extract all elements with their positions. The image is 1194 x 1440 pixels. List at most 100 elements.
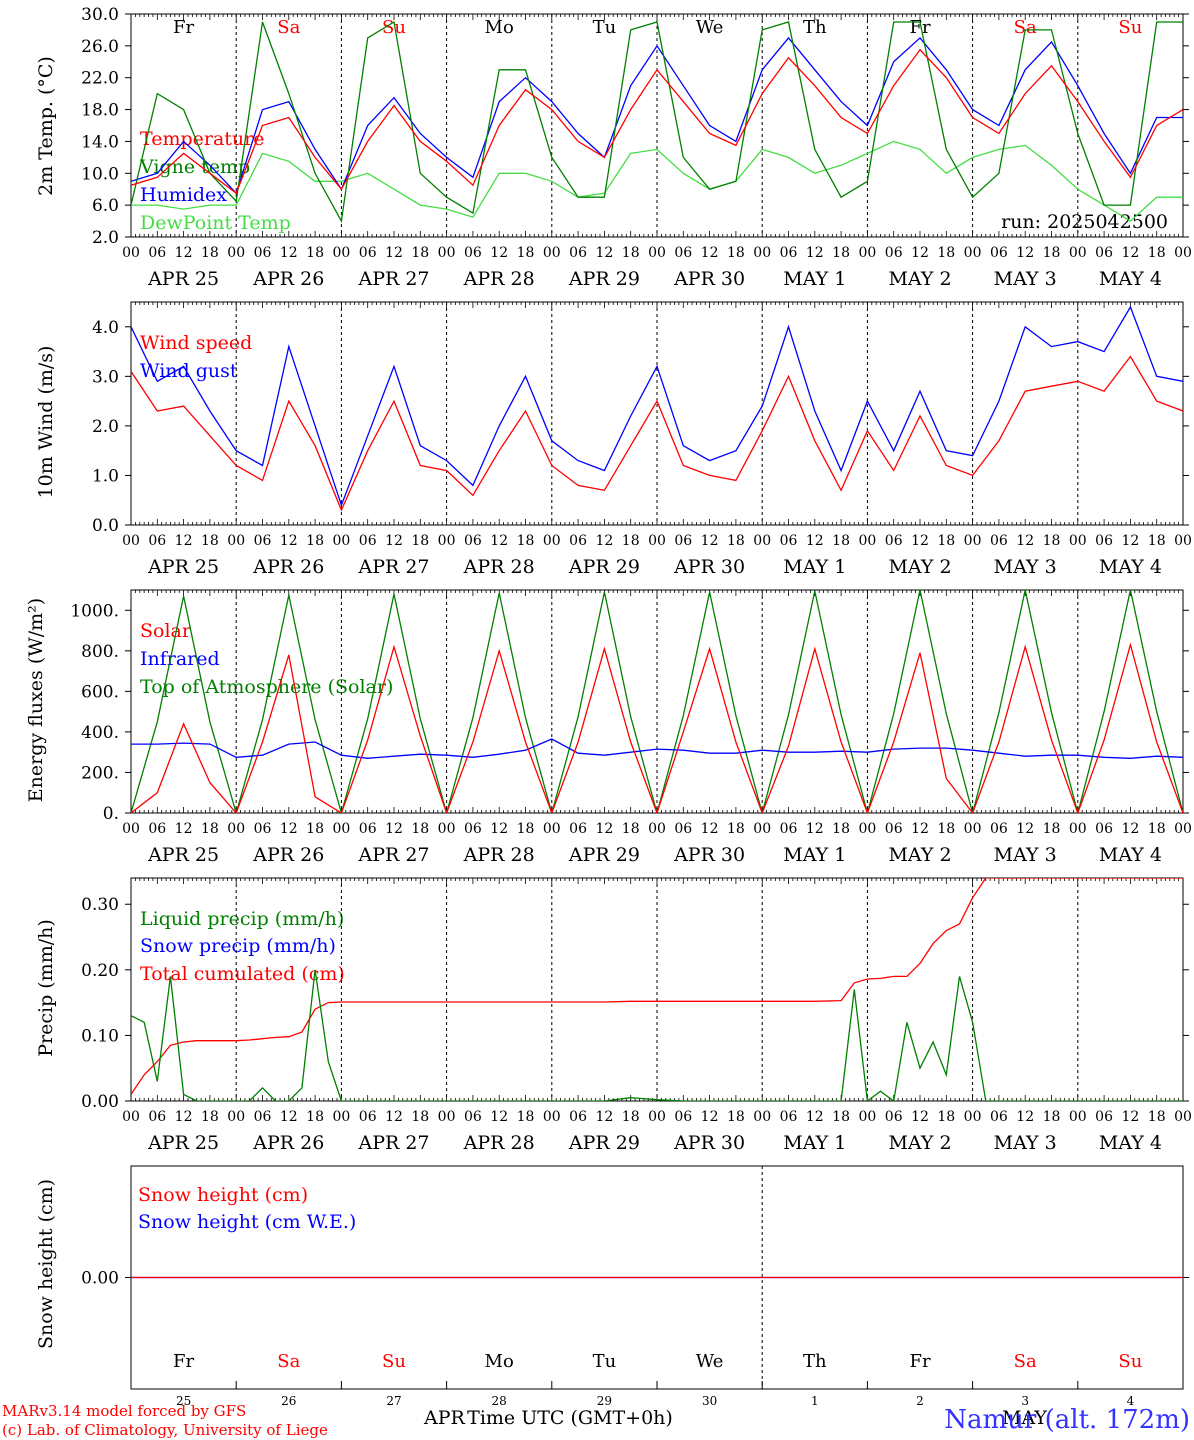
- hour-tick-label: 12: [175, 245, 193, 261]
- legend-vigne-temp: Vigne temp: [139, 156, 250, 178]
- hour-tick-label: 06: [990, 821, 1008, 837]
- y-tick-label: 0.0: [92, 516, 119, 536]
- hour-tick-label: 00: [964, 821, 982, 837]
- snow-y-label: Snow height (cm): [35, 1179, 57, 1349]
- date-label: APR 25: [147, 556, 219, 578]
- hour-tick-label: 18: [201, 533, 219, 549]
- hour-tick-label: 00: [964, 1109, 982, 1125]
- hour-tick-label: 18: [306, 821, 324, 837]
- legend-total-cumulated: Total cumulated (cm): [140, 963, 345, 985]
- hour-tick-label: 18: [411, 1109, 429, 1125]
- date-label: APR 29: [568, 268, 640, 290]
- temperature-panel: 2m Temp. (°C) Temperature Vigne temp Hum…: [35, 5, 1192, 290]
- temperature-legend: Temperature Vigne temp Humidex DewPoint …: [139, 128, 291, 234]
- energy-legend: Solar Infrared Top of Atmosphere (Solar): [140, 620, 393, 698]
- hour-tick-label: 12: [490, 533, 508, 549]
- legend-snow-height: Snow height (cm): [138, 1184, 308, 1206]
- hour-tick-label: 00: [438, 533, 456, 549]
- hour-tick-label: 00: [332, 533, 350, 549]
- hour-tick-label: 18: [201, 1109, 219, 1125]
- date-label: MAY 1: [783, 556, 846, 578]
- hour-tick-label: 06: [464, 1109, 482, 1125]
- hour-tick-label: 06: [148, 245, 166, 261]
- hour-tick-label: 00: [1069, 533, 1087, 549]
- hour-tick-label: 12: [175, 821, 193, 837]
- hour-tick-label: 06: [990, 1109, 1008, 1125]
- hour-tick-label: 18: [832, 1109, 850, 1125]
- hour-tick-label: 18: [937, 533, 955, 549]
- date-label: APR 28: [463, 1132, 535, 1154]
- day-of-week-label: Sa: [277, 1351, 300, 1372]
- day-of-week-label: Sa: [277, 17, 300, 38]
- series-line-liquid-precip-mm-h: [131, 969, 1183, 1101]
- hour-tick-label: 06: [674, 821, 692, 837]
- day-of-week-label: Fr: [173, 17, 194, 38]
- hour-tick-label: 00: [1174, 1109, 1192, 1125]
- day-of-week-label: Th: [803, 17, 827, 38]
- series-line-wind-gust: [131, 305, 1183, 508]
- day-of-week-label: Fr: [909, 17, 930, 38]
- hour-tick-label: 18: [727, 821, 745, 837]
- hour-tick-label: 06: [569, 245, 587, 261]
- series-line-top-of-atmosphere-solar: [131, 590, 1183, 813]
- legend-humidex: Humidex: [140, 184, 227, 206]
- hour-tick-label: 06: [780, 245, 798, 261]
- hour-tick-label: 00: [1069, 821, 1087, 837]
- hour-tick-label: 12: [1121, 1109, 1139, 1125]
- date-label: MAY 4: [1099, 844, 1162, 866]
- hour-tick-label: 18: [622, 533, 640, 549]
- date-label: APR 30: [673, 268, 745, 290]
- legend-liquid-precip: Liquid precip (mm/h): [140, 908, 344, 930]
- day-of-week-label: We: [696, 17, 724, 38]
- hour-tick-label: 06: [148, 533, 166, 549]
- y-tick-label: 0.: [103, 804, 119, 824]
- day-number-label: 2: [916, 1394, 924, 1408]
- legend-solar: Solar: [140, 620, 192, 642]
- hour-tick-label: 06: [885, 821, 903, 837]
- hour-tick-label: 06: [359, 533, 377, 549]
- precip-legend: Liquid precip (mm/h) Snow precip (mm/h) …: [140, 908, 345, 985]
- hour-tick-label: 18: [727, 533, 745, 549]
- hour-tick-label: 18: [622, 1109, 640, 1125]
- legend-dewpoint-temp: DewPoint Temp: [140, 212, 291, 234]
- hour-tick-label: 18: [306, 1109, 324, 1125]
- day-of-week-label: Th: [803, 1351, 827, 1372]
- hour-tick-label: 18: [201, 245, 219, 261]
- hour-tick-label: 06: [674, 245, 692, 261]
- hour-tick-label: 00: [438, 245, 456, 261]
- snow-panel: Snow height (cm) Snow height (cm) Snow h…: [35, 1165, 1189, 1408]
- hour-tick-label: 12: [595, 533, 613, 549]
- date-label: MAY 4: [1099, 1132, 1162, 1154]
- hour-tick-label: 00: [543, 821, 561, 837]
- hour-tick-label: 18: [1148, 1109, 1166, 1125]
- hour-tick-label: 18: [411, 245, 429, 261]
- hour-tick-label: 06: [1095, 1109, 1113, 1125]
- y-tick-label: 3.0: [92, 367, 119, 387]
- credit-line-1: MARv3.14 model forced by GFS: [2, 1402, 246, 1420]
- hour-tick-label: 12: [1121, 533, 1139, 549]
- y-tick-label: 6.0: [92, 196, 119, 216]
- date-label: MAY 2: [888, 268, 951, 290]
- legend-wind-speed: Wind speed: [140, 332, 252, 354]
- hour-tick-label: 06: [254, 821, 272, 837]
- hour-tick-label: 12: [1016, 821, 1034, 837]
- legend-temperature: Temperature: [140, 128, 264, 150]
- hour-tick-label: 00: [648, 533, 666, 549]
- hour-tick-label: 12: [1016, 245, 1034, 261]
- hour-tick-label: 12: [911, 533, 929, 549]
- date-label: APR 29: [568, 556, 640, 578]
- date-label: MAY 3: [994, 844, 1057, 866]
- date-label: APR 30: [673, 844, 745, 866]
- date-label: MAY 3: [994, 1132, 1057, 1154]
- snow-legend: Snow height (cm) Snow height (cm W.E.): [138, 1184, 356, 1233]
- month-label-apr: APR: [423, 1407, 466, 1429]
- hour-tick-label: 12: [701, 1109, 719, 1125]
- date-label: MAY 4: [1099, 556, 1162, 578]
- hour-tick-label: 00: [438, 821, 456, 837]
- hour-tick-label: 12: [385, 821, 403, 837]
- day-of-week-label: Sa: [1014, 1351, 1037, 1372]
- hour-tick-label: 18: [1043, 1109, 1061, 1125]
- hour-tick-label: 18: [1043, 533, 1061, 549]
- energy-panel: Energy fluxes (W/m²) Solar Infrared Top …: [25, 589, 1192, 866]
